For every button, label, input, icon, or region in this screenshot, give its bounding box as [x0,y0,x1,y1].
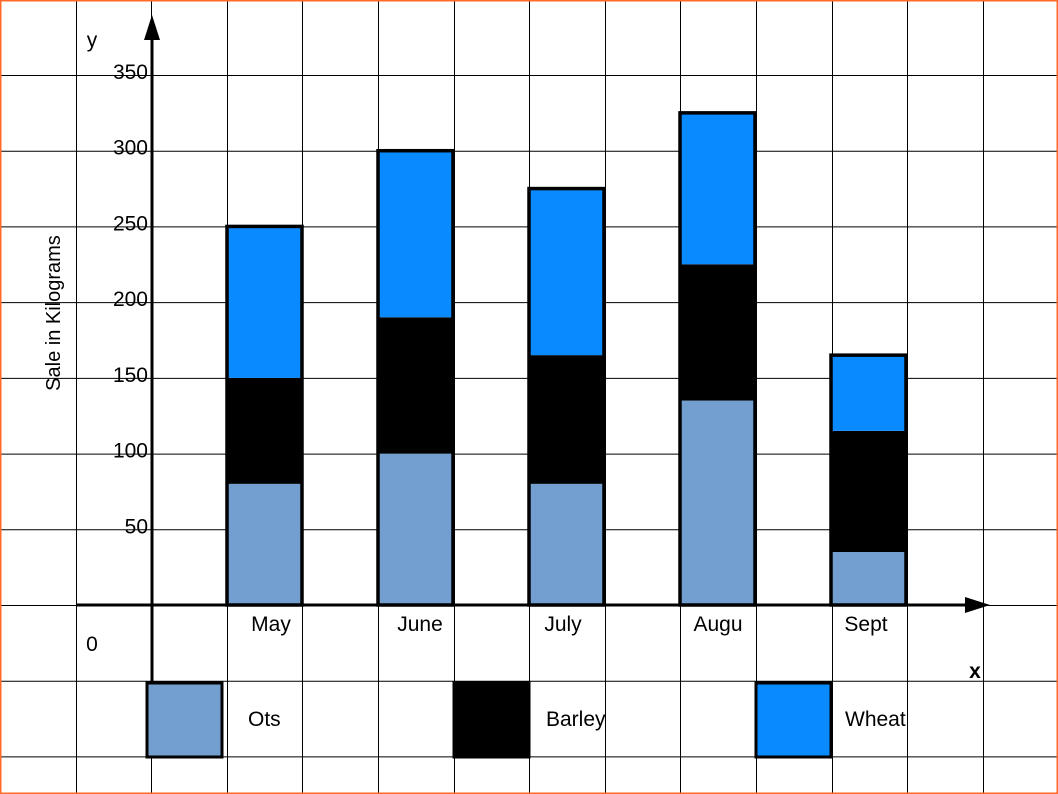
x-tick-label: May [251,613,291,636]
legend-swatch-wheat [754,681,833,759]
bar-barley-augu [680,264,755,401]
bar-wheat-sept [831,355,906,431]
legend-label-ots: Ots [248,708,281,731]
legend-label-wheat: Wheat [845,708,906,731]
y-tick-label: 350 [113,61,148,84]
x-axis-letter: x [969,660,981,683]
bar-ots-sept [831,552,906,605]
y-axis-arrow [144,15,160,40]
bar-barley-sept [831,430,906,552]
y-tick-label: 200 [113,288,148,311]
bar-ots-june [378,453,453,605]
bar-barley-may [227,377,302,484]
bar-barley-july [529,355,604,484]
y-tick-label: 100 [113,440,148,463]
y-axis-label: Sale in Kilograms [43,235,65,391]
bar-wheat-may [227,226,302,378]
x-tick-label: June [397,613,443,636]
legend-swatch-barley [452,681,531,759]
bar-barley-june [378,317,453,454]
legend-swatch-ots [145,681,224,759]
axes [77,15,990,681]
origin-label: 0 [86,633,98,656]
x-tick-label: Augu [693,613,742,636]
bar-wheat-june [378,150,453,318]
legend: Ots Barley Wheat [145,681,906,759]
bar-ots-july [529,483,604,605]
bar-ots-may [227,483,302,605]
bar-wheat-augu [680,112,755,265]
y-tick-labels: 50 100 150 200 250 300 350 [113,61,148,538]
y-tick-label: 50 [125,515,148,538]
bars [225,111,908,607]
bar-ots-augu [680,400,755,605]
bar-wheat-july [529,188,604,356]
legend-label-barley: Barley [546,708,606,731]
x-tick-label: July [544,613,582,636]
x-tick-label: Sept [844,613,887,636]
x-tick-labels: May June July Augu Sept [251,613,888,636]
y-tick-label: 300 [113,137,148,160]
y-tick-label: 250 [113,212,148,235]
x-axis-arrow [965,597,990,613]
y-axis-letter: y [87,29,98,52]
y-tick-label: 150 [113,364,148,387]
